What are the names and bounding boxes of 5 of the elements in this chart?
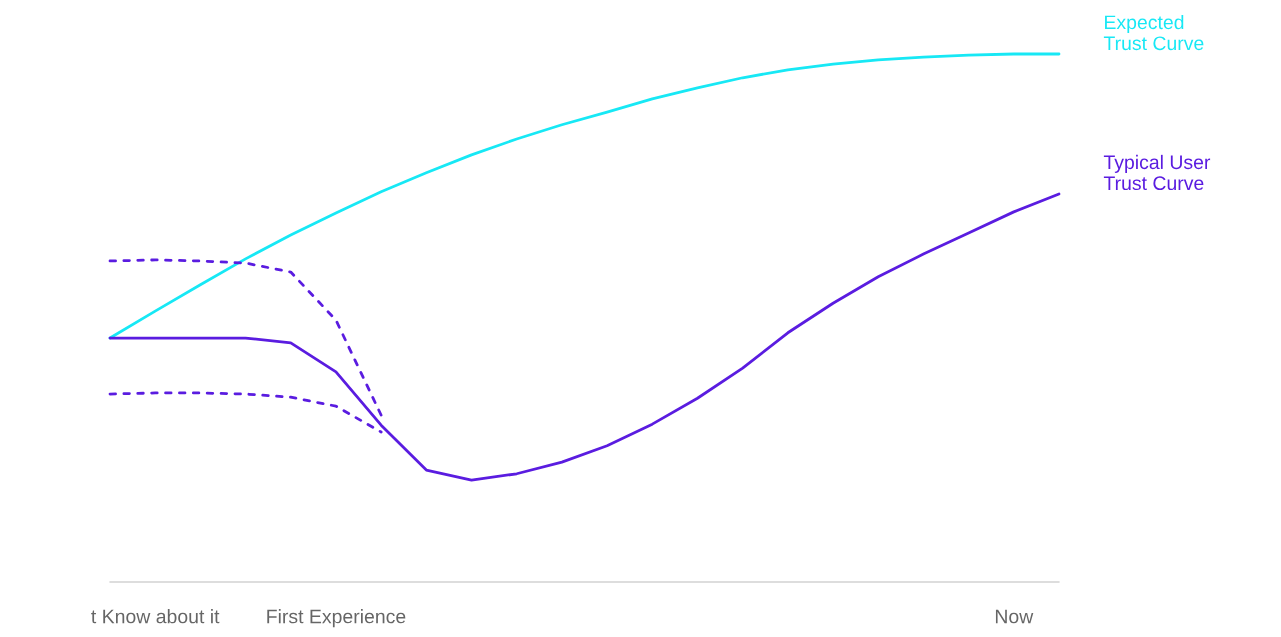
text: Typical User Trust Curve (1103, 154, 1211, 191)
x-tick-label: First Experience (267, 609, 406, 628)
text: Expected Trust Curve (1103, 14, 1204, 51)
x-tick-label: t Know about it (91, 609, 220, 624)
x-tick-label: Now (995, 609, 1034, 624)
